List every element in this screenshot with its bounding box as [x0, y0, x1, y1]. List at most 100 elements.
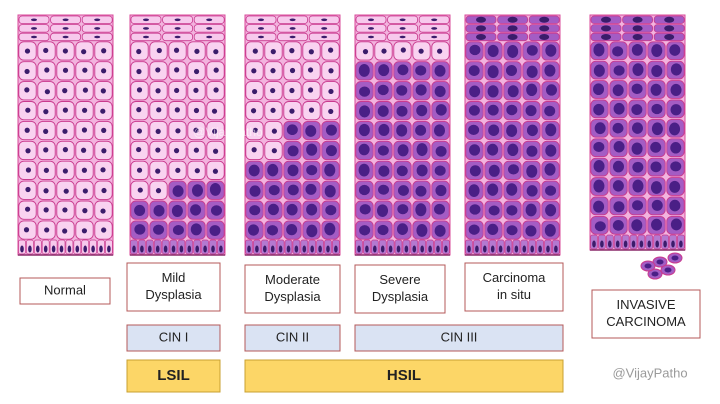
nucleus — [94, 35, 101, 39]
nucleus — [651, 103, 663, 115]
nucleus — [252, 48, 258, 54]
nucleus — [134, 224, 146, 235]
nucleus — [506, 205, 518, 216]
nucleus — [155, 67, 161, 73]
nucleus — [324, 184, 336, 198]
nucleus — [415, 185, 427, 197]
nucleus — [397, 144, 409, 157]
nucleus — [632, 25, 643, 32]
nucleus — [416, 164, 428, 177]
nucleus — [140, 245, 144, 253]
nucleus — [194, 168, 200, 174]
nucleus — [155, 188, 162, 194]
nucleus — [136, 48, 142, 55]
nucleus — [271, 148, 277, 154]
nucleus — [416, 143, 428, 157]
nucleus — [468, 105, 480, 116]
nucleus — [651, 218, 663, 231]
nucleus — [679, 240, 683, 248]
nucleus — [357, 245, 361, 253]
stage-label: CARCINOMA — [606, 314, 686, 329]
nucleus — [601, 25, 611, 32]
nucleus — [252, 88, 258, 95]
nucleus — [306, 203, 318, 216]
nucleus — [487, 85, 499, 98]
nucleus — [507, 85, 519, 98]
nucleus — [670, 63, 682, 76]
nucleus — [325, 204, 337, 216]
cin-box — [244, 324, 341, 352]
nucleus — [193, 127, 199, 133]
nucleus — [81, 228, 88, 234]
nucleus — [143, 27, 149, 30]
nucleus — [670, 104, 682, 116]
nucleus — [487, 183, 499, 196]
nucleus — [487, 104, 499, 116]
nucleus — [377, 84, 389, 96]
sil-box — [126, 359, 221, 393]
nucleus — [469, 165, 481, 177]
nucleus — [650, 181, 662, 194]
nucleus — [631, 219, 643, 232]
nucleus — [600, 240, 604, 248]
nucleus — [325, 124, 337, 136]
nucleus — [487, 65, 499, 79]
nucleus — [24, 127, 30, 133]
nucleus — [100, 88, 106, 94]
nucleus — [270, 87, 276, 94]
nucleus — [664, 267, 672, 273]
nucleus — [647, 240, 652, 248]
nucleus — [539, 34, 550, 40]
nucleus — [155, 245, 160, 253]
nucleus — [51, 245, 56, 253]
nucleus — [644, 263, 652, 269]
nucleus — [469, 144, 481, 156]
nucleus — [434, 85, 446, 98]
label-layer: Normal Mild Dysplasia Moderate Dysplasia Seve… — [19, 125, 701, 393]
nucleus — [155, 128, 161, 135]
nucleus — [82, 87, 89, 93]
nucleus — [526, 145, 538, 157]
nucleus — [302, 245, 307, 253]
nucleus — [194, 48, 200, 54]
nucleus — [359, 105, 371, 118]
nucleus — [82, 188, 88, 194]
nucleus — [397, 185, 409, 196]
nucleus — [193, 107, 200, 114]
nucleus — [651, 44, 663, 57]
nucleus — [328, 47, 334, 53]
nucleus — [155, 147, 161, 153]
nucleus — [136, 87, 143, 93]
nucleus — [286, 245, 291, 253]
nucleus — [190, 223, 202, 236]
nucleus — [307, 87, 314, 93]
nucleus — [289, 18, 296, 22]
nucleus — [670, 142, 682, 154]
nucleus — [507, 16, 518, 23]
nucleus — [544, 224, 556, 237]
nucleus — [174, 27, 181, 30]
nucleus — [83, 245, 87, 253]
nucleus — [258, 18, 264, 22]
nucleus — [43, 207, 49, 213]
cin-box — [126, 324, 221, 352]
nucleus — [631, 104, 643, 116]
nucleus — [362, 49, 369, 55]
nucleus — [418, 48, 424, 54]
nucleus — [526, 65, 538, 78]
nucleus — [507, 25, 518, 32]
nucleus — [545, 204, 557, 217]
nucleus — [487, 143, 499, 156]
nucleus — [545, 84, 557, 96]
nucleus — [324, 163, 336, 177]
nucleus — [62, 27, 69, 30]
nucleus — [43, 109, 49, 115]
watermark: @VijayPatho — [193, 125, 263, 139]
stage-label: Moderate — [265, 272, 320, 287]
nucleus — [308, 107, 315, 113]
nucleus — [544, 105, 556, 117]
nucleus — [219, 245, 223, 253]
nucleus — [593, 43, 605, 57]
nucleus — [632, 161, 644, 173]
